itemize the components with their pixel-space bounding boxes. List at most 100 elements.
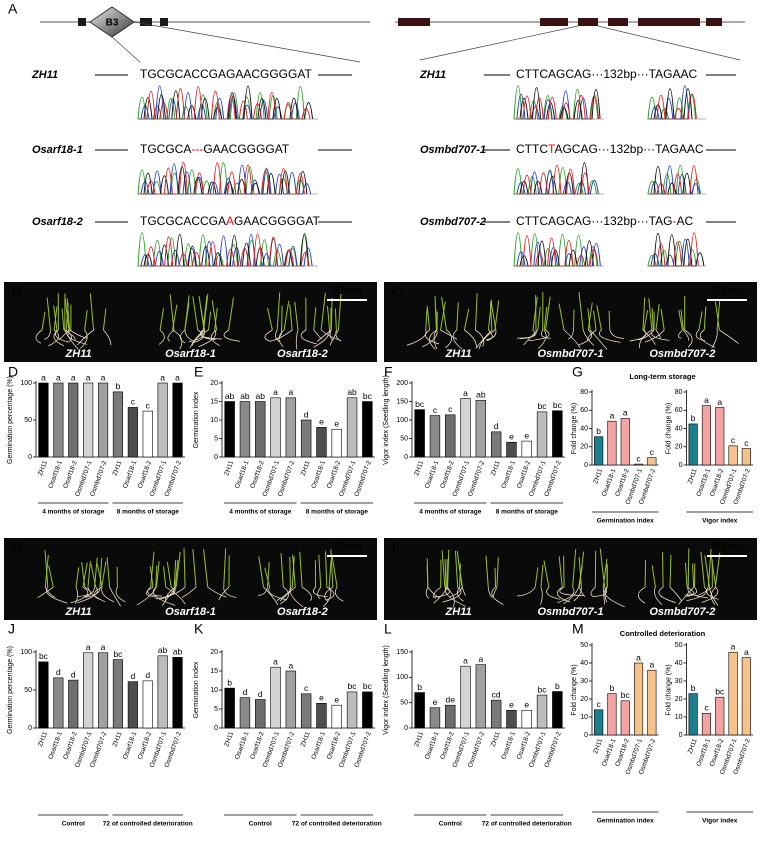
significance-letter: a	[175, 372, 180, 382]
seedling-root	[491, 586, 504, 605]
exon	[540, 18, 568, 26]
seedling-shoot	[687, 548, 690, 588]
significance-letter: e	[509, 431, 514, 441]
seedling-root	[334, 586, 344, 602]
significance-letter: bc	[363, 391, 373, 401]
seedling-root	[433, 586, 442, 599]
significance-letter: a	[623, 408, 628, 418]
x-tick-label: Osarf18-2	[137, 460, 154, 490]
x-axis-label: Vigor index	[702, 818, 738, 825]
seedling-root	[444, 586, 466, 607]
seedling-shoot	[439, 301, 446, 331]
bar	[429, 707, 441, 729]
seedling-root	[278, 329, 285, 347]
seedling-shoot	[698, 311, 703, 331]
bar	[594, 436, 604, 466]
chromatogram-trace	[140, 86, 311, 120]
seedling-root	[655, 329, 661, 340]
seedling-shoot	[313, 307, 317, 331]
x-tick-label: Osarf18-1	[47, 731, 64, 761]
significance-letter: a	[273, 387, 278, 397]
seedling-shoot	[545, 296, 551, 331]
seedling-shoot	[150, 551, 155, 588]
seedling-root	[637, 586, 646, 604]
seedling-root	[478, 329, 496, 350]
seedling-shoot	[651, 307, 654, 331]
seedling-root	[517, 329, 536, 339]
exon	[638, 18, 700, 26]
seedling-root	[604, 586, 625, 608]
bar	[224, 401, 235, 458]
significance-letter: a	[610, 410, 615, 420]
seedling-root	[101, 587, 115, 603]
group-label: Control	[439, 821, 462, 828]
seedling-root	[147, 586, 162, 597]
photo-panel	[4, 538, 377, 620]
significance-letter: bc	[415, 399, 425, 409]
seedling-root	[422, 329, 438, 348]
x-tick-label: ZH11	[592, 738, 604, 755]
bar	[346, 397, 358, 458]
seedling-root	[598, 329, 621, 343]
seedling-root	[155, 586, 175, 600]
seedling-shoot	[685, 562, 688, 588]
chromatogram-trace	[650, 93, 697, 120]
seedling-shoot	[496, 557, 499, 588]
seedling-root	[199, 329, 223, 340]
significance-letter: bc	[348, 681, 358, 691]
seedling-root	[461, 587, 466, 596]
seedling-root	[35, 329, 43, 344]
seedling-root	[295, 329, 299, 350]
x-tick-label: ZH11	[687, 738, 699, 755]
y-tick-label: 0	[584, 462, 588, 469]
panel-letter: F	[384, 364, 393, 380]
seedling-root	[279, 586, 296, 602]
seedling-shoot	[703, 306, 707, 331]
seedling-root	[207, 586, 227, 598]
seedling-shoot	[651, 565, 656, 588]
group-label: 72 of controlled deterioration	[292, 821, 382, 828]
significance-letter: a	[463, 655, 468, 665]
significance-letter: ab	[240, 391, 250, 401]
seedling-root	[683, 329, 690, 342]
bar	[38, 382, 49, 458]
genotype-label: Osarf18-1	[165, 606, 216, 618]
chromatogram-trace	[650, 166, 692, 195]
exon	[578, 18, 598, 26]
sequence-part: AGCAG···132bp···TAGAAC	[554, 142, 703, 156]
bar	[620, 418, 630, 466]
seedling-shoot	[64, 299, 70, 331]
bar	[536, 694, 548, 729]
y-tick-label: 100	[20, 649, 32, 656]
seedling-root	[425, 587, 430, 599]
seedling-root	[706, 586, 719, 600]
y-tick-label: 0	[679, 732, 683, 739]
significance-letter: cd	[492, 689, 501, 699]
chromatogram-trace	[516, 87, 601, 120]
seedling-shoot	[87, 561, 91, 588]
sequence-part: CTTCAGCAG···132bp···TAG	[516, 214, 672, 228]
group-label: Control	[249, 821, 272, 828]
y-tick-label: 10	[675, 714, 683, 721]
significance-letter: a	[86, 372, 91, 382]
x-tick-label: Osarf18-2	[62, 731, 79, 761]
y-tick-label: 5	[214, 435, 218, 442]
seedling-shoot	[648, 298, 653, 331]
seedling-root	[452, 329, 463, 350]
zoom-line	[111, 36, 141, 63]
chromatogram-trace	[650, 232, 705, 267]
bar	[38, 661, 49, 729]
y-tick-label: 30	[675, 678, 683, 685]
scale-label: 50mm	[712, 285, 743, 297]
seedling-root	[602, 587, 605, 605]
significance-letter: c	[433, 405, 438, 415]
seedling-shoot	[44, 550, 49, 588]
seedling-root	[109, 587, 122, 607]
seedling-root	[223, 329, 241, 342]
seedling-root	[64, 329, 79, 350]
significance-letter: a	[463, 388, 468, 398]
seedling-shoot	[203, 293, 209, 331]
significance-letter: a	[744, 647, 749, 657]
y-tick-label: 40	[675, 660, 683, 667]
y-tick-label: 60	[580, 407, 588, 414]
